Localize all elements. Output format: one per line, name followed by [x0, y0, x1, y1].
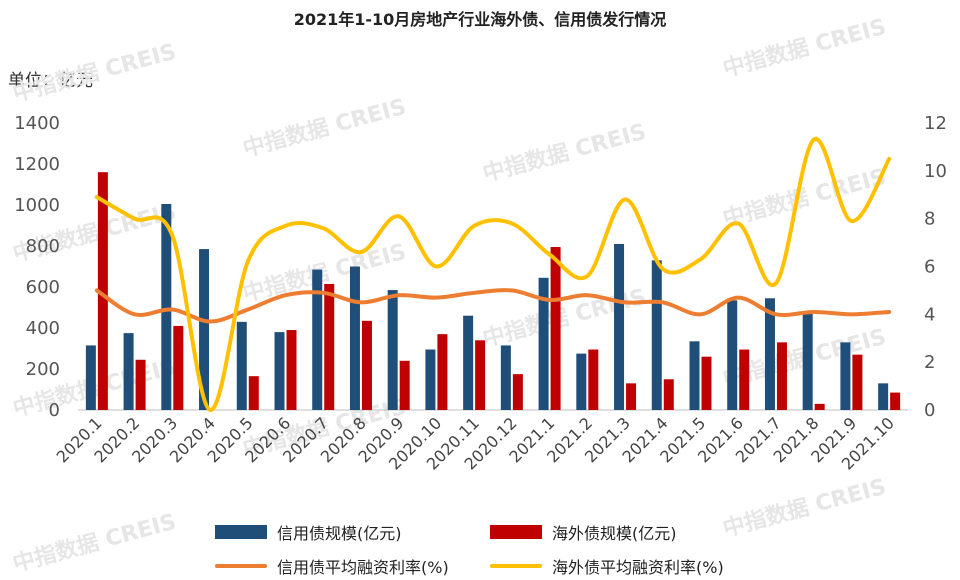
legend-item-credit-bond: 信用债规模(亿元): [215, 520, 402, 544]
overseas-bond-bar: [550, 247, 561, 410]
credit-bond-bar: [764, 298, 775, 410]
legend-item-credit-rate: 信用债平均融资利率(%): [215, 554, 449, 578]
y-right-tick-label: 4: [924, 304, 935, 325]
legend-label: 海外债平均融资利率(%): [552, 558, 724, 577]
unit-label: 单位：亿元: [8, 71, 93, 91]
credit-bond-bar: [161, 203, 172, 410]
credit-bond-bar: [840, 342, 851, 410]
legend-item-overseas-bond: 海外债规模(亿元): [490, 520, 677, 544]
overseas-bond-bar: [437, 334, 448, 410]
legend-item-overseas-rate: 海外债平均融资利率(%): [490, 554, 724, 578]
y-left-tick-label: 1000: [14, 195, 60, 216]
credit-bond-bar: [349, 266, 360, 410]
credit-bond-bar: [538, 277, 549, 410]
y-right-tick-label: 6: [924, 257, 935, 278]
credit-bond-bar: [576, 353, 587, 410]
credit-bond-bar: [727, 300, 738, 410]
credit-bond-bar: [614, 243, 625, 410]
legend-swatch-credit-rate: [215, 564, 267, 568]
overseas-bond-bar: [399, 360, 410, 410]
overseas-bond-bar: [248, 376, 259, 410]
credit-rate-line: [94, 288, 892, 324]
credit-bond-bar: [425, 349, 436, 410]
overseas-bond-bar: [97, 172, 108, 410]
overseas-bond-bar: [890, 392, 901, 410]
credit-bond-bar: [312, 269, 323, 410]
overseas-bond-bar: [852, 354, 863, 410]
overseas-bond-bar: [324, 283, 335, 410]
overseas-bond-bar: [475, 340, 486, 410]
credit-bond-bar: [123, 333, 134, 410]
credit-bond-bar: [878, 383, 889, 410]
legend-swatch-overseas-bond: [490, 525, 542, 539]
overseas-bond-bar: [663, 379, 674, 410]
legend-label: 信用债规模(亿元): [277, 524, 402, 543]
y-right-tick-label: 8: [924, 209, 935, 230]
credit-bond-bar: [274, 332, 285, 410]
y-left-tick-label: 1200: [14, 154, 60, 175]
y-left-tick-label: 1400: [14, 113, 60, 134]
credit-bond-bar: [387, 290, 398, 410]
y-left-tick-label: 800: [26, 236, 60, 257]
credit-bond-bar: [85, 345, 96, 410]
y-left-tick-label: 200: [26, 359, 60, 380]
overseas-bond-bar: [739, 349, 750, 410]
y-right-tick-label: 10: [924, 161, 947, 182]
overseas-bond-bar: [814, 403, 825, 410]
legend-swatch-overseas-rate: [490, 564, 542, 568]
credit-bond-bar: [500, 345, 511, 410]
overseas-bond-bar: [701, 356, 712, 410]
y-left-tick-label: 600: [26, 277, 60, 298]
y-left-tick-label: 400: [26, 318, 60, 339]
chart-title: 2021年1-10月房地产行业海外债、信用债发行情况: [293, 10, 667, 29]
credit-bond-bar: [651, 260, 662, 410]
overseas-bond-bar: [588, 349, 599, 410]
y-right-tick-label: 2: [924, 352, 935, 373]
legend-label: 信用债平均融资利率(%): [277, 558, 449, 577]
overseas-bond-bar: [361, 320, 372, 410]
credit-bond-bar: [199, 249, 210, 410]
legend-swatch-credit-bond: [215, 525, 267, 539]
combo-chart: 02004006008001000120014000246810122020.1…: [14, 113, 947, 474]
credit-bond-bar: [463, 315, 474, 410]
overseas-bond-bar: [173, 325, 184, 410]
overseas-bond-bar: [626, 383, 637, 410]
y-right-tick-label: 12: [924, 113, 947, 134]
legend-label: 海外债规模(亿元): [552, 524, 677, 543]
overseas-bond-bar: [776, 342, 787, 410]
credit-bond-bar: [236, 321, 247, 410]
overseas-bond-bar: [135, 359, 146, 410]
y-left-tick-label: 0: [49, 400, 60, 421]
overseas-bond-bar: [286, 330, 297, 410]
y-right-tick-label: 0: [924, 400, 935, 421]
overseas-rate-line: [94, 137, 892, 413]
credit-bond-bar: [802, 313, 813, 410]
credit-bond-bar: [689, 341, 700, 410]
overseas-bond-bar: [512, 374, 523, 410]
